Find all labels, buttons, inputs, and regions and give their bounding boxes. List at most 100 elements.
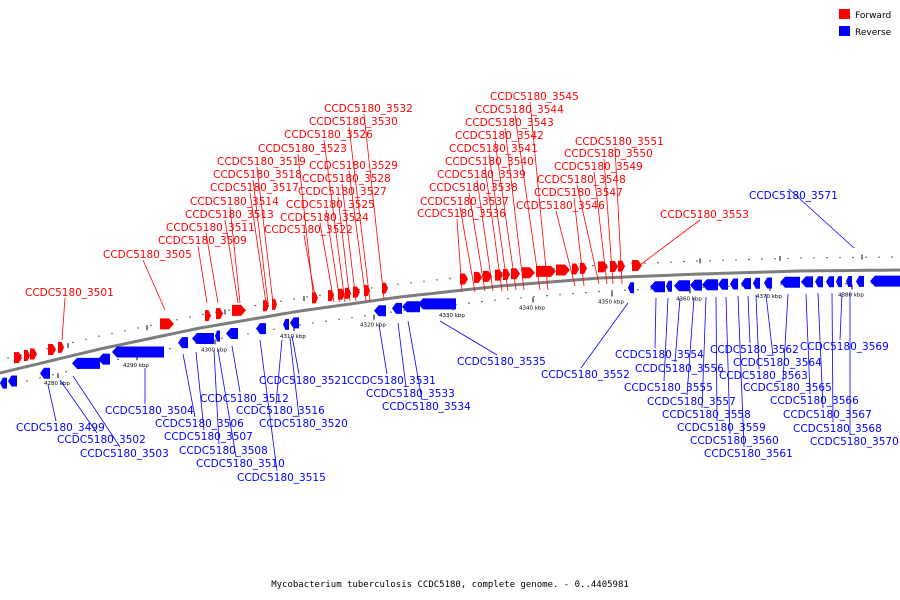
scale-tick-label: 4370 kbp: [756, 294, 782, 300]
reverse-gene-leader: [765, 294, 774, 357]
reverse-gene-label: CCDC5180_3503: [80, 448, 169, 460]
reverse-gene: [0, 377, 7, 389]
forward-gene-label: CCDC5180_3542: [455, 130, 544, 142]
scale-tick-label: 4310 kbp: [280, 334, 306, 340]
forward-gene-label: CCDC5180_3517: [210, 182, 299, 194]
minor-tick-dot: [351, 316, 353, 319]
forward-gene: [345, 287, 351, 299]
minor-tick-dot: [26, 380, 28, 382]
forward-gene-label: CCDC5180_3528: [302, 173, 391, 185]
minor-tick-dot: [878, 256, 880, 258]
minor-tick-dot: [800, 257, 802, 259]
minor-tick-dot: [839, 256, 841, 259]
reverse-gene-leader: [805, 293, 811, 395]
minor-tick-dot: [865, 256, 867, 258]
minor-tick-dot: [176, 319, 178, 321]
forward-gene: [272, 298, 277, 310]
reverse-gene-leader: [701, 296, 707, 409]
minor-tick-dot: [845, 282, 847, 285]
reverse-gene-label: CCDC5180_3521: [259, 375, 348, 387]
forward-gene-label: CCDC5180_3511: [166, 222, 255, 234]
minor-tick-dot: [338, 318, 340, 321]
minor-tick-dot: [572, 292, 574, 295]
minor-tick-dot: [189, 316, 191, 318]
minor-tick-dot: [683, 260, 685, 263]
forward-gene: [511, 268, 520, 280]
reverse-gene: [846, 276, 852, 288]
minor-tick-dot: [46, 348, 48, 350]
reverse-gene-leader: [289, 337, 300, 418]
minor-tick-dot: [657, 262, 659, 264]
reverse-gene: [650, 281, 665, 293]
forward-gene: [30, 348, 37, 360]
forward-gene: [232, 304, 246, 316]
reverse-gene-leader: [59, 379, 98, 434]
forward-gene-leader: [593, 171, 608, 285]
minor-tick-dot: [403, 309, 405, 311]
reverse-gene: [98, 353, 110, 365]
reverse-gene-leader: [47, 384, 57, 422]
forward-gene-label: CCDC5180_3519: [217, 156, 306, 168]
minor-tick-dot: [221, 337, 223, 339]
reverse-gene: [290, 317, 299, 329]
reverse-gene: [836, 276, 842, 288]
minor-tick-dot: [254, 304, 256, 307]
forward-gene: [14, 352, 22, 364]
forward-gene-leader: [573, 197, 585, 287]
forward-gene: [263, 300, 269, 312]
reverse-gene-label: CCDC5180_3552: [541, 369, 630, 381]
reverse-gene: [870, 275, 900, 287]
reverse-gene-leader: [259, 339, 278, 472]
legend-forward-swatch: [839, 9, 850, 19]
forward-gene-leader: [337, 196, 351, 302]
legend: Forward Reverse: [839, 9, 892, 38]
minor-tick-dot: [644, 262, 646, 264]
forward-gene-label: CCDC5180_3522: [264, 224, 353, 236]
minor-tick-dot: [423, 280, 425, 283]
reverse-gene-leader: [737, 295, 745, 448]
forward-gene: [483, 270, 492, 282]
forward-gene-leader: [494, 140, 517, 291]
minor-tick-dot: [117, 358, 119, 361]
minor-tick-dot: [98, 335, 100, 337]
forward-gene-label: CCDC5180_3539: [437, 169, 526, 181]
reverse-gene-label: CCDC5180_3516: [236, 405, 325, 417]
forward-gene: [632, 260, 642, 272]
minor-tick-dot: [611, 290, 613, 292]
scale-tick-label: 4380 kbp: [838, 293, 864, 299]
reverse-gene-leader: [817, 292, 824, 409]
forward-gene-leader: [459, 206, 476, 293]
forward-gene-label: CCDC5180_3537: [420, 196, 509, 208]
forward-gene-label: CCDC5180_3540: [445, 156, 534, 168]
reverse-gene: [283, 318, 289, 330]
forward-gene-leader: [61, 297, 66, 341]
reverse-gene-label: CCDC5180_3567: [783, 409, 872, 421]
reverse-gene-leader: [686, 297, 695, 396]
legend-reverse-label: Reverse: [855, 28, 892, 38]
forward-gene-label: CCDC5180_3525: [286, 199, 375, 211]
forward-gene-label: CCDC5180_3518: [213, 169, 302, 181]
minor-tick-dot: [371, 287, 373, 289]
minor-tick-dot: [813, 257, 815, 259]
reverse-gene: [801, 276, 813, 288]
reverse-gene: [690, 279, 702, 291]
forward-gene-leader: [363, 113, 385, 300]
reverse-gene-label: CCDC5180_3566: [770, 395, 859, 407]
reverse-gene: [730, 278, 738, 290]
forward-gene-label: CCDC5180_3541: [449, 143, 538, 155]
minor-tick-dot: [481, 300, 483, 303]
reverse-gene: [256, 323, 266, 335]
minor-tick-dot: [637, 289, 639, 291]
minor-tick-dot: [722, 259, 724, 261]
minor-tick-dot: [728, 285, 730, 287]
reverse-gene-label: CCDC5180_3555: [624, 382, 713, 394]
scale-tick-label: 4360 kbp: [676, 296, 702, 302]
reverse-gene: [215, 330, 220, 342]
forward-gene: [205, 310, 211, 322]
reverse-gene-leader: [725, 296, 731, 435]
reverse-gene: [402, 301, 420, 313]
minor-tick-dot: [709, 260, 711, 262]
reverse-gene-leader: [195, 351, 205, 431]
forward-gene-leader: [348, 170, 367, 302]
